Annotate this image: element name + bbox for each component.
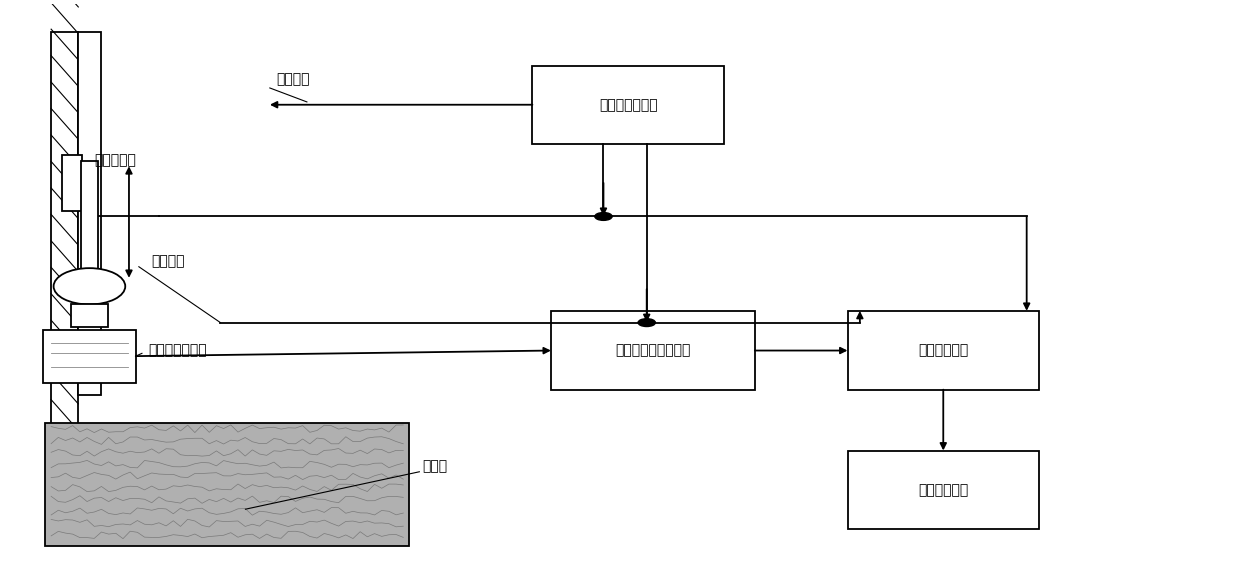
Ellipse shape xyxy=(53,268,126,304)
Bar xyxy=(78,32,101,395)
Bar xyxy=(45,423,409,546)
Circle shape xyxy=(595,213,612,221)
Bar xyxy=(71,304,108,327)
Text: カセンサ: カセンサ xyxy=(152,254,184,268)
Text: プローブ制御部: プローブ制御部 xyxy=(598,98,658,112)
Bar xyxy=(51,32,78,496)
Text: 粘弾性推定部: 粘弾性推定部 xyxy=(918,344,968,358)
Bar xyxy=(847,311,1039,390)
Bar xyxy=(847,451,1039,530)
Text: 対象物変形量計算部: 対象物変形量計算部 xyxy=(616,344,690,358)
Bar xyxy=(44,329,136,383)
Bar xyxy=(532,66,724,144)
Text: 位置センサ: 位置センサ xyxy=(95,154,137,168)
Bar xyxy=(81,160,98,284)
Circle shape xyxy=(638,319,656,327)
Text: 対象物: 対象物 xyxy=(422,459,447,473)
Bar xyxy=(551,311,755,390)
Text: 超音波プローブ: 超音波プローブ xyxy=(148,344,207,358)
Bar xyxy=(62,155,82,211)
Text: 粘弾性表示部: 粘弾性表示部 xyxy=(918,483,968,497)
Text: 移動機構: 移動機構 xyxy=(276,73,310,87)
